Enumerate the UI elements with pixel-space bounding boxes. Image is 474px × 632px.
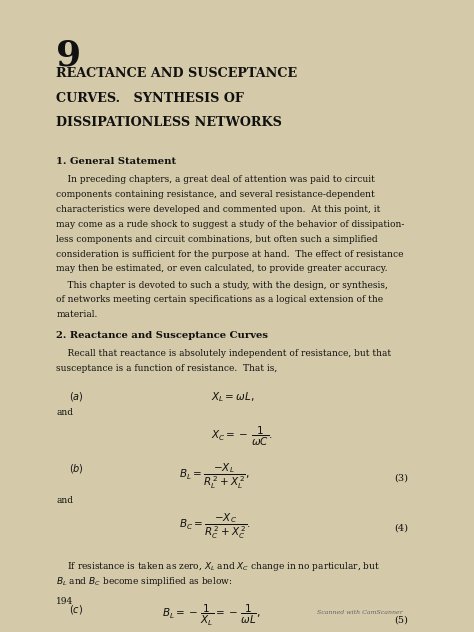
Text: and: and <box>56 495 73 504</box>
Text: characteristics were developed and commented upon.  At this point, it: characteristics were developed and comme… <box>56 205 381 214</box>
Text: may come as a rude shock to suggest a study of the behavior of dissipation-: may come as a rude shock to suggest a st… <box>56 220 405 229</box>
Text: 1. General Statement: 1. General Statement <box>56 157 176 166</box>
Text: (4): (4) <box>395 523 409 533</box>
Text: $B_L = \dfrac{-X_L}{R_L^{\,2} + X_L^{\,2}},$: $B_L = \dfrac{-X_L}{R_L^{\,2} + X_L^{\,2… <box>179 461 249 492</box>
Text: $B_L$ and $B_C$ become simplified as below:: $B_L$ and $B_C$ become simplified as bel… <box>56 574 233 588</box>
Text: $(b)$: $(b)$ <box>69 461 83 475</box>
Text: This chapter is devoted to such a study, with the design, or synthesis,: This chapter is devoted to such a study,… <box>56 281 388 289</box>
Text: $(c)$: $(c)$ <box>69 603 82 616</box>
Text: $X_L = \omega L,$: $X_L = \omega L,$ <box>211 390 255 404</box>
Text: Recall that reactance is absolutely independent of resistance, but that: Recall that reactance is absolutely inde… <box>56 349 392 358</box>
Text: CURVES.   SYNTHESIS OF: CURVES. SYNTHESIS OF <box>56 92 244 104</box>
Text: $B_L = -\,\dfrac{1}{X_L} = -\,\dfrac{1}{\omega L},$: $B_L = -\,\dfrac{1}{X_L} = -\,\dfrac{1}{… <box>162 603 261 628</box>
Text: 2. Reactance and Susceptance Curves: 2. Reactance and Susceptance Curves <box>56 331 268 340</box>
Text: $B_C = \dfrac{-X_C}{R_C^{\,2} + X_C^{\,2}}.$: $B_C = \dfrac{-X_C}{R_C^{\,2} + X_C^{\,2… <box>179 511 250 541</box>
Text: 194: 194 <box>56 597 73 606</box>
Text: consideration is sufficient for the purpose at hand.  The effect of resistance: consideration is sufficient for the purp… <box>56 250 404 258</box>
Text: of networks meeting certain specifications as a logical extension of the: of networks meeting certain specificatio… <box>56 295 383 305</box>
Text: (3): (3) <box>395 474 409 483</box>
Text: REACTANCE AND SUSCEPTANCE: REACTANCE AND SUSCEPTANCE <box>56 67 298 80</box>
Text: (5): (5) <box>395 615 409 624</box>
Text: 9: 9 <box>56 38 82 72</box>
Text: may then be estimated, or even calculated, to provide greater accuracy.: may then be estimated, or even calculate… <box>56 264 388 274</box>
Text: and: and <box>56 408 73 417</box>
Text: $X_C = -\,\dfrac{1}{\omega C}.$: $X_C = -\,\dfrac{1}{\omega C}.$ <box>211 425 273 449</box>
Text: susceptance is a function of resistance.  That is,: susceptance is a function of resistance.… <box>56 364 278 374</box>
Text: $(a)$: $(a)$ <box>69 390 83 403</box>
Text: If resistance is taken as zero, $X_L$ and $X_C$ change in no particular, but: If resistance is taken as zero, $X_L$ an… <box>56 560 381 573</box>
Text: components containing resistance, and several resistance-dependent: components containing resistance, and se… <box>56 190 375 199</box>
Text: less components and circuit combinations, but often such a simplified: less components and circuit combinations… <box>56 234 378 244</box>
Text: Scanned with CamScanner: Scanned with CamScanner <box>317 609 403 614</box>
Text: DISSIPATIONLESS NETWORKS: DISSIPATIONLESS NETWORKS <box>56 116 282 129</box>
Text: In preceding chapters, a great deal of attention was paid to circuit: In preceding chapters, a great deal of a… <box>56 175 375 185</box>
Text: material.: material. <box>56 310 98 319</box>
